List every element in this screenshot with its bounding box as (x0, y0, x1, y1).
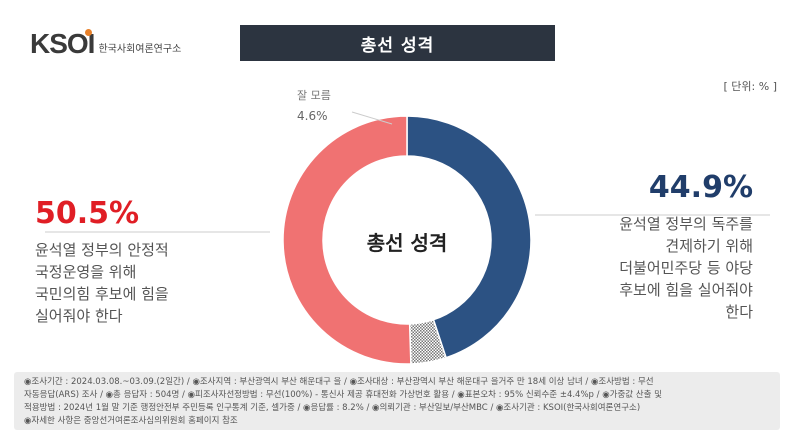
logo-subtitle: 한국사회여론연구소 (98, 43, 182, 55)
left-annotation: 50.5% 윤석열 정부의 안정적 국정운영을 위해 국민의힘 후보에 힘을 실… (35, 196, 265, 327)
dont-know-label: 잘 모름 4.6% (297, 86, 331, 126)
right-description: 윤석열 정부의 독주를 견제하기 위해 더불어민주당 등 야당 후보에 힘을 실… (619, 215, 753, 321)
footnote-line: 적용방법 : 2024년 1월 말 기준 행정안전부 주민등록 인구통계 기준,… (24, 403, 641, 413)
leader-line-dont-know (351, 111, 393, 125)
left-percentage: 50.5% (35, 196, 140, 231)
footnote-line: 자동응답(ARS) 조사 / ◉총 응답자 : 504명 / ◉피조사자선정방법… (24, 390, 662, 400)
survey-footnote: ◉조사기간 : 2024.03.08.~03.09.(2일간) / ◉조사지역 … (14, 372, 780, 430)
ksoi-logo: KSOI 한국사회여론연구소 (30, 28, 181, 60)
footnote-line: ◉조사기간 : 2024.03.08.~03.09.(2일간) / ◉조사지역 … (24, 377, 654, 387)
dont-know-pct: 4.6% (297, 109, 328, 123)
right-annotation: 44.9% 윤석열 정부의 독주를 견제하기 위해 더불어민주당 등 야당 후보… (523, 170, 753, 323)
page-title: 총선 성격 (240, 25, 555, 61)
left-description: 윤석열 정부의 안정적 국정운영을 위해 국민의힘 후보에 힘을 실어줘야 한다 (35, 241, 169, 325)
logo-mark: KSOI (30, 28, 95, 59)
logo-dot-icon (85, 29, 93, 36)
right-percentage: 44.9% (648, 170, 753, 205)
unit-label: [ 단위: % ] (723, 80, 777, 93)
footnote-line: ◉자세한 사항은 중앙선거여론조사심의위원회 홈페이지 참조 (24, 416, 238, 426)
center-label: 총선 성격 (367, 231, 448, 255)
slice-ppp (282, 115, 412, 365)
slice-yadang (406, 115, 532, 359)
dont-know-name: 잘 모름 (297, 89, 331, 102)
